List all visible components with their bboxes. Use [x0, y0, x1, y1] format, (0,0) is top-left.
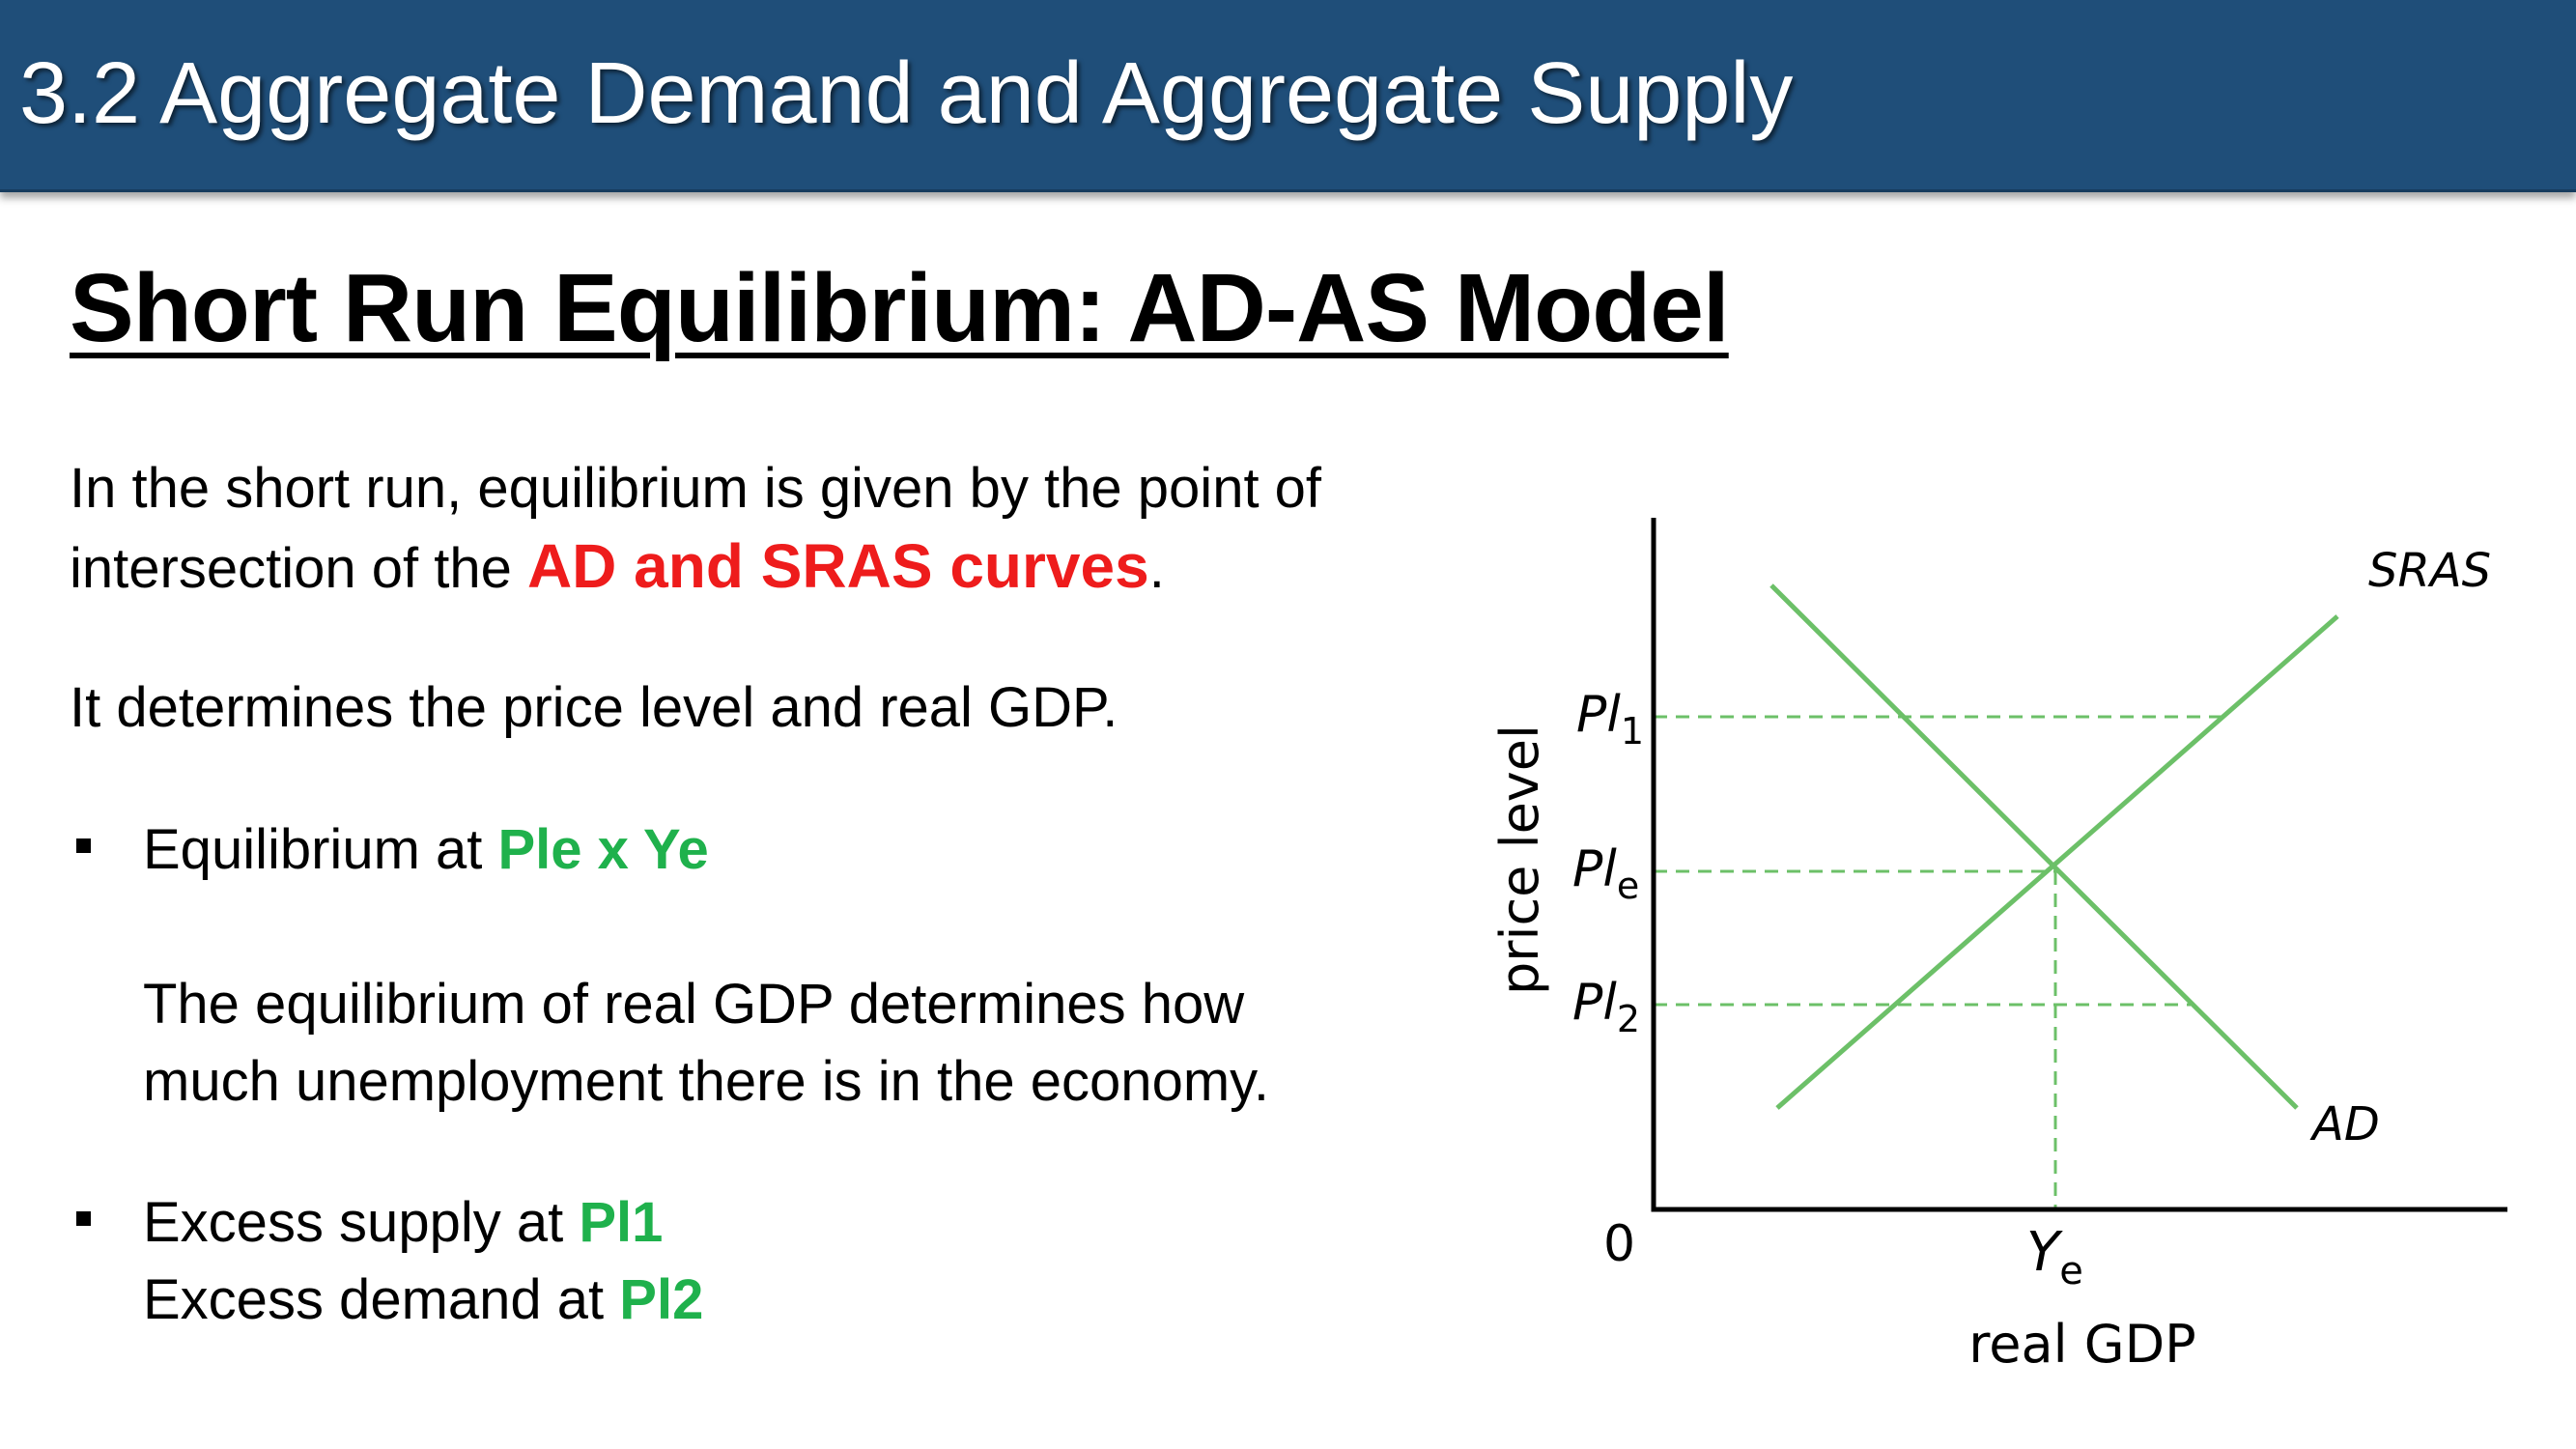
ple-label-base: Pl [1572, 840, 1617, 898]
ple-label-sub: e [1617, 865, 1639, 907]
title-bar: 3.2 Aggregate Demand and Aggregate Suppl… [0, 0, 2576, 192]
bullet-2-line-1: Excess supply at Pl1 [143, 1184, 703, 1262]
paragraph-2: It determines the price level and real G… [70, 676, 1118, 739]
bullet-1-prefix: Equilibrium at [143, 818, 498, 881]
ad-label: AD [2309, 1097, 2380, 1151]
bullet-marker-2 [76, 1211, 91, 1226]
ad-sras-highlight: AD and SRAS curves [526, 531, 1149, 601]
bullet-1-line: Equilibrium at Ple x Ye [143, 811, 709, 889]
sras-curve [1775, 614, 2339, 1110]
bullet-1-highlight: Ple x Ye [497, 818, 709, 881]
bullet-1: Equilibrium at Ple x Ye [143, 811, 709, 889]
bullet-2-line-2-prefix: Excess demand at [143, 1268, 620, 1331]
bullet-2: Excess supply at Pl1 Excess demand at Pl… [143, 1184, 703, 1339]
bullet-1-detail-line-1: The equilibrium of real GDP determines h… [143, 973, 1245, 1036]
bullet-2-line-2-highlight: Pl2 [619, 1268, 704, 1331]
pl1-label-sub: 1 [1621, 710, 1644, 753]
pl2-label-base: Pl [1572, 974, 1617, 1032]
pl1-label: Pl1 [1576, 686, 1644, 753]
ad-as-diagram: SRAS AD Pl1 Ple Pl2 0 Ye real GDP price … [1489, 518, 2507, 1375]
slide-section-title: 3.2 Aggregate Demand and Aggregate Suppl… [19, 45, 1794, 142]
bullet-2-line-1-highlight: Pl1 [579, 1191, 664, 1254]
origin-label: 0 [1603, 1215, 1635, 1273]
paragraph-1-line-2: intersection of the AD and SRAS curves. [70, 527, 1321, 608]
y-axis-label: price level [1489, 724, 1550, 995]
sras-label: SRAS [2368, 544, 2491, 598]
bullet-2-line-1-prefix: Excess supply at [143, 1191, 580, 1254]
paragraph-1-line-1: In the short run, equilibrium is given b… [70, 457, 1322, 520]
x-axis-label: real GDP [1968, 1314, 2196, 1375]
pl2-label: Pl2 [1572, 974, 1640, 1040]
pl1-label-base: Pl [1576, 686, 1621, 744]
slide-subtitle: Short Run Equilibrium: AD-AS Model [70, 254, 1730, 362]
ye-label: Ye [2026, 1221, 2083, 1293]
ye-label-sub: e [2059, 1249, 2083, 1293]
axes [1651, 518, 2507, 1212]
paragraph-1-line-2-prefix: intersection of the [70, 537, 527, 600]
ye-label-base: Y [2026, 1221, 2063, 1284]
ple-label: Ple [1572, 840, 1639, 907]
bullet-1-detail: The equilibrium of real GDP determines h… [143, 966, 1269, 1121]
pl2-label-sub: 2 [1617, 998, 1640, 1040]
paragraph-1: In the short run, equilibrium is given b… [70, 450, 1321, 608]
ad-curve [1769, 583, 2299, 1110]
bullet-2-line-2: Excess demand at Pl2 [143, 1262, 703, 1339]
bullet-marker-1 [76, 838, 91, 853]
paragraph-1-line-2-suffix: . [1148, 537, 1165, 600]
bullet-1-detail-line-2: much unemployment there is in the econom… [143, 1050, 1269, 1113]
